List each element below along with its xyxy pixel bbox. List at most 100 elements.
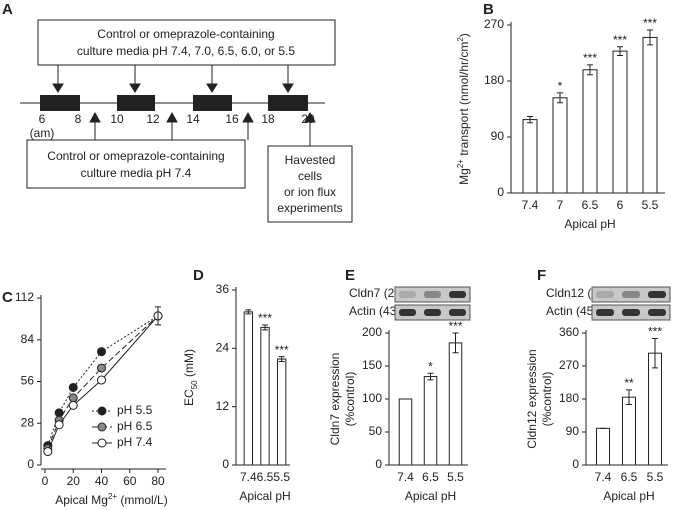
band bbox=[449, 309, 466, 316]
significance: *** bbox=[583, 51, 597, 65]
point bbox=[54, 420, 64, 430]
error-bar bbox=[587, 64, 593, 76]
y-tick-label: 24 bbox=[216, 341, 230, 355]
box-text: Control or omeprazole-containing bbox=[97, 27, 274, 41]
point bbox=[97, 375, 106, 385]
box-text: Havested bbox=[285, 153, 336, 167]
y-tick-label: 36 bbox=[216, 282, 230, 296]
y-tick-label: 200 bbox=[362, 325, 382, 339]
significance: ** bbox=[624, 376, 634, 390]
x-tick-label: 7.4 bbox=[397, 470, 414, 484]
error-bar bbox=[262, 324, 268, 331]
y-tick-label: 56 bbox=[21, 374, 35, 388]
y-tick-label: 50 bbox=[369, 424, 383, 438]
label-part: 2 bbox=[456, 37, 465, 42]
panel-label: D bbox=[193, 267, 204, 284]
bar bbox=[398, 398, 413, 466]
bar bbox=[277, 358, 287, 466]
axis-label: Cldn12 expression bbox=[525, 349, 539, 448]
error-bar bbox=[452, 332, 459, 354]
x-axis-label: Apical pH bbox=[564, 217, 615, 231]
x-axis-label: Apical pH bbox=[603, 489, 654, 503]
label-part: Cldn12 expression bbox=[525, 349, 539, 448]
x-tick-label: 7.4 bbox=[522, 198, 539, 212]
time-label: 8 bbox=[75, 112, 82, 126]
time-label: 20 bbox=[301, 112, 315, 126]
legend-marker bbox=[97, 406, 107, 416]
bar bbox=[612, 50, 628, 194]
significance: *** bbox=[275, 343, 289, 357]
time-label: 6 bbox=[39, 112, 46, 126]
point bbox=[54, 408, 64, 418]
period bbox=[40, 95, 80, 111]
arrows bbox=[52, 65, 316, 146]
band bbox=[622, 291, 640, 298]
y-tick-label: 0 bbox=[497, 185, 504, 199]
y-tick-label: 0 bbox=[572, 457, 579, 471]
axis-label: Apical Mg2+ (mmol/L) bbox=[55, 492, 167, 508]
diagram: A Control or omeprazole-containing cultu… bbox=[2, 1, 353, 223]
error-bar bbox=[427, 372, 434, 381]
error-bar bbox=[557, 92, 563, 104]
label-part: % maximum bbox=[0, 348, 1, 414]
legend-marker bbox=[97, 422, 107, 432]
x-tick-label: 20 bbox=[67, 474, 81, 488]
y-tick-label: 0 bbox=[27, 457, 34, 471]
x-tick-label: 5.5 bbox=[447, 470, 464, 484]
legend-label: pH 5.5 bbox=[117, 403, 153, 417]
legend-marker bbox=[97, 438, 107, 448]
x-tick-label: 80 bbox=[151, 474, 165, 488]
band bbox=[399, 309, 416, 316]
significance: * bbox=[428, 359, 433, 373]
label-part: (%control) bbox=[540, 372, 554, 427]
x-tick-label: 0 bbox=[42, 474, 49, 488]
x-tick-label: 6.5 bbox=[422, 470, 439, 484]
point bbox=[68, 382, 78, 392]
bar bbox=[552, 97, 568, 194]
error-bar bbox=[527, 115, 533, 124]
x-tick-label: 7.4 bbox=[595, 470, 612, 484]
band bbox=[648, 309, 666, 316]
band bbox=[622, 309, 640, 316]
bar bbox=[243, 311, 254, 466]
y-tick-label: 84 bbox=[21, 332, 35, 346]
y-tick-label: 100 bbox=[362, 391, 382, 405]
x-tick-label: 7.4 bbox=[240, 470, 257, 484]
y-tick-label: 360 bbox=[559, 325, 579, 339]
point bbox=[68, 400, 78, 410]
band bbox=[596, 291, 614, 298]
axis-label: Cldn7 expression bbox=[328, 353, 342, 446]
period bbox=[117, 95, 155, 111]
bar bbox=[596, 427, 610, 466]
bar bbox=[448, 342, 463, 466]
y-tick-label: 180 bbox=[559, 391, 579, 405]
y-tick-label: 150 bbox=[362, 358, 382, 372]
band bbox=[399, 291, 416, 298]
label-part: (mmol/L) bbox=[117, 493, 168, 507]
time-label: 18 bbox=[261, 112, 275, 126]
band bbox=[648, 291, 666, 298]
significance: *** bbox=[643, 16, 657, 30]
error-bar bbox=[647, 29, 653, 46]
bar bbox=[260, 326, 270, 466]
label-part: ) bbox=[457, 33, 471, 37]
band bbox=[596, 309, 614, 316]
time-label: 16 bbox=[225, 112, 239, 126]
bar bbox=[522, 119, 538, 194]
box-text: Control or omeprazole-containing bbox=[47, 149, 224, 163]
axis-label: EC50 (mM) bbox=[182, 349, 198, 406]
label-part: 2+ bbox=[456, 159, 465, 168]
legend-label: pH 7.4 bbox=[117, 435, 153, 449]
time-label: 14 bbox=[186, 112, 200, 126]
x-tick-label: 5.5 bbox=[647, 470, 664, 484]
error-bar bbox=[652, 338, 658, 369]
y-tick-label: 90 bbox=[491, 129, 505, 143]
time-label: 10 bbox=[110, 112, 124, 126]
box-text: culture media pH 7.4, 7.0, 6.5, 6.0, or … bbox=[77, 44, 295, 58]
legend-label: pH 6.5 bbox=[117, 419, 153, 433]
significance: *** bbox=[613, 33, 627, 47]
period bbox=[193, 95, 232, 111]
y-tick-label: 12 bbox=[216, 399, 230, 413]
label-part: 2+ bbox=[108, 492, 117, 501]
y-tick-label: 270 bbox=[484, 17, 504, 31]
